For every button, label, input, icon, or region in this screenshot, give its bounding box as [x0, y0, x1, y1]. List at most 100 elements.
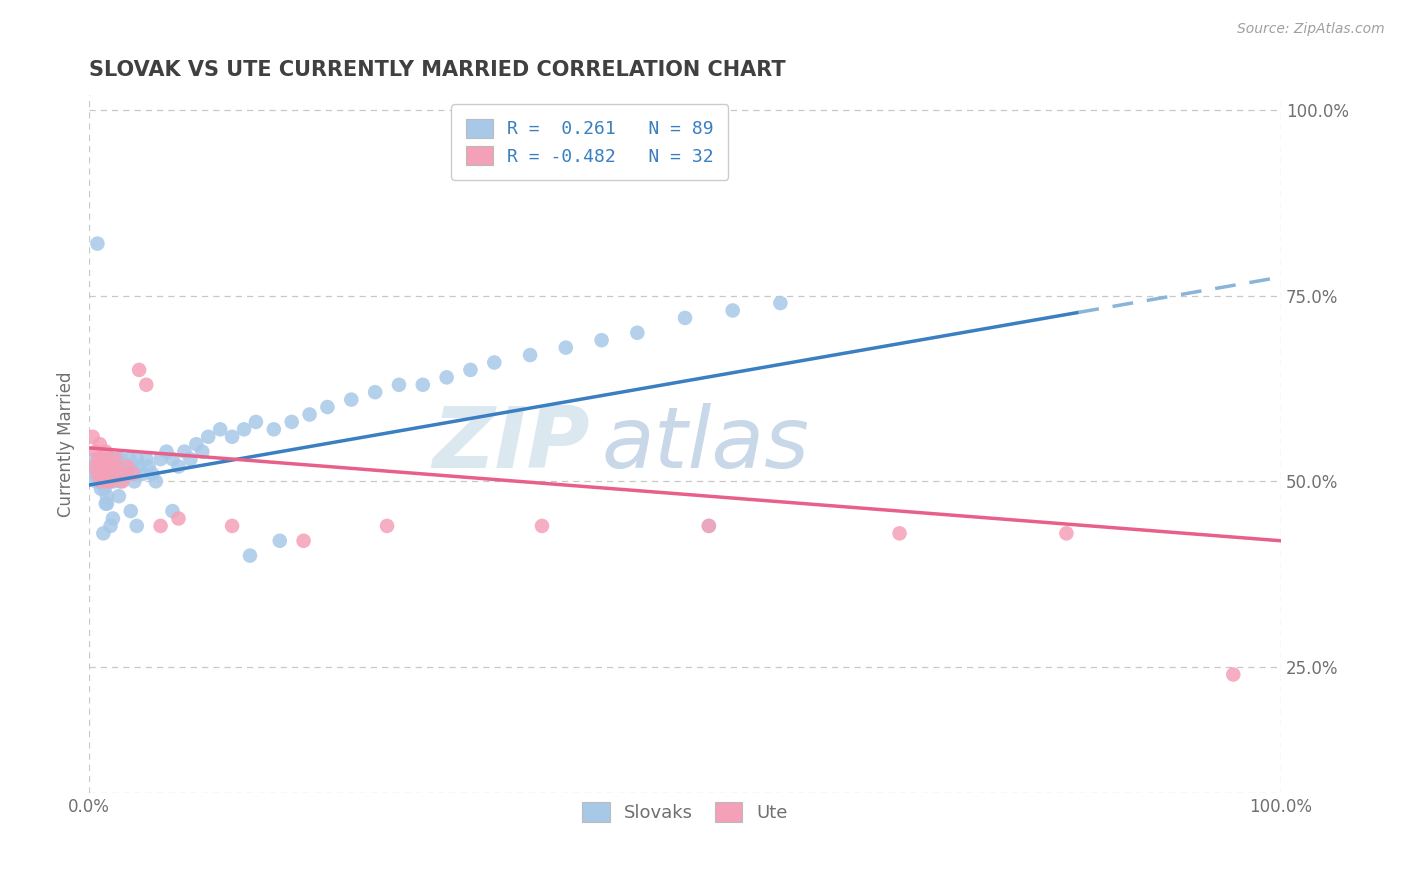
- Point: [108, 467, 131, 481]
- Point: [100, 475, 122, 489]
- Point: [135, 377, 157, 392]
- Point: [162, 452, 184, 467]
- Point: [90, 482, 112, 496]
- Point: [115, 467, 138, 481]
- Point: [91, 459, 114, 474]
- Point: [1054, 526, 1077, 541]
- Point: [1222, 667, 1244, 681]
- Point: [94, 444, 117, 458]
- Point: [179, 452, 201, 467]
- Point: [101, 467, 124, 481]
- Point: [173, 444, 195, 458]
- Point: [111, 467, 134, 481]
- Point: [101, 511, 124, 525]
- Point: [86, 467, 108, 481]
- Point: [388, 377, 411, 392]
- Point: [118, 452, 141, 467]
- Point: [591, 333, 613, 347]
- Point: [292, 533, 315, 548]
- Point: [87, 452, 110, 467]
- Point: [110, 452, 132, 467]
- Point: [105, 467, 128, 481]
- Point: [519, 348, 541, 362]
- Point: [233, 422, 256, 436]
- Point: [93, 467, 115, 481]
- Point: [89, 437, 111, 451]
- Point: [82, 459, 104, 474]
- Point: [107, 452, 129, 467]
- Point: [84, 459, 107, 474]
- Point: [186, 437, 208, 451]
- Point: [108, 475, 131, 489]
- Point: [209, 422, 232, 436]
- Point: [121, 459, 143, 474]
- Point: [94, 467, 117, 481]
- Point: [100, 459, 122, 474]
- Point: [375, 519, 398, 533]
- Point: [197, 430, 219, 444]
- Point: [239, 549, 262, 563]
- Point: [554, 341, 576, 355]
- Point: [97, 452, 120, 467]
- Point: [124, 475, 146, 489]
- Point: [697, 519, 720, 533]
- Point: [93, 452, 115, 467]
- Point: [530, 519, 553, 533]
- Point: [167, 511, 190, 525]
- Point: [769, 296, 792, 310]
- Point: [298, 408, 321, 422]
- Point: [128, 459, 150, 474]
- Point: [93, 475, 115, 489]
- Point: [149, 519, 172, 533]
- Point: [84, 444, 107, 458]
- Point: [245, 415, 267, 429]
- Point: [115, 459, 138, 474]
- Point: [103, 475, 125, 489]
- Point: [91, 459, 114, 474]
- Point: [94, 497, 117, 511]
- Point: [84, 475, 107, 489]
- Point: [104, 452, 127, 467]
- Point: [96, 489, 118, 503]
- Point: [98, 467, 121, 481]
- Point: [96, 497, 118, 511]
- Point: [131, 467, 153, 481]
- Point: [221, 519, 243, 533]
- Point: [87, 467, 110, 481]
- Point: [93, 467, 115, 481]
- Point: [145, 475, 167, 489]
- Point: [108, 459, 131, 474]
- Point: [673, 310, 696, 325]
- Point: [90, 452, 112, 467]
- Text: SLOVAK VS UTE CURRENTLY MARRIED CORRELATION CHART: SLOVAK VS UTE CURRENTLY MARRIED CORRELAT…: [89, 60, 786, 79]
- Point: [82, 430, 104, 444]
- Point: [128, 363, 150, 377]
- Point: [83, 467, 105, 481]
- Point: [460, 363, 482, 377]
- Y-axis label: Currently Married: Currently Married: [58, 371, 75, 517]
- Point: [96, 475, 118, 489]
- Point: [697, 519, 720, 533]
- Point: [141, 467, 163, 481]
- Point: [93, 482, 115, 496]
- Point: [889, 526, 911, 541]
- Point: [280, 415, 302, 429]
- Point: [93, 452, 115, 467]
- Point: [108, 489, 131, 503]
- Point: [721, 303, 744, 318]
- Point: [89, 475, 111, 489]
- Point: [436, 370, 458, 384]
- Point: [96, 475, 118, 489]
- Point: [111, 475, 134, 489]
- Point: [91, 467, 114, 481]
- Point: [125, 452, 148, 467]
- Text: atlas: atlas: [602, 402, 810, 486]
- Point: [97, 459, 120, 474]
- Point: [120, 504, 142, 518]
- Point: [167, 459, 190, 474]
- Point: [340, 392, 363, 407]
- Point: [94, 459, 117, 474]
- Point: [149, 452, 172, 467]
- Point: [221, 430, 243, 444]
- Point: [114, 459, 136, 474]
